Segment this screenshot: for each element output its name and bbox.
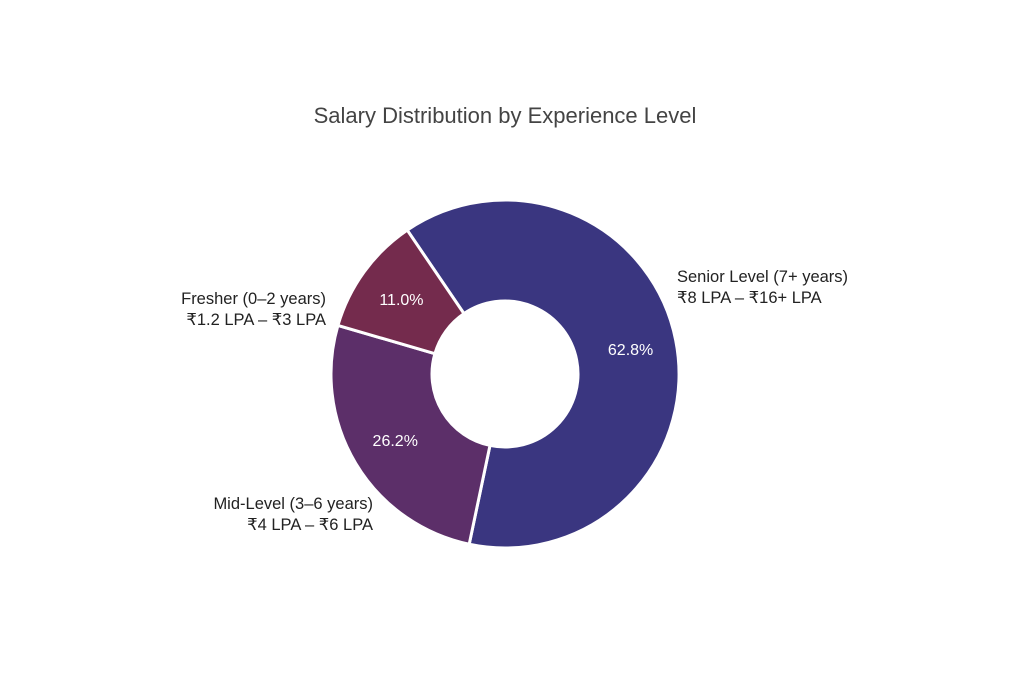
labels-group: 62.8% Senior Level (7+ years) ₹8 LPA – ₹16…	[181, 268, 848, 534]
percent-label-senior-level: 62.8%	[608, 342, 653, 359]
slice-fresher	[336, 228, 466, 356]
category-label-mid-level: Mid-Level (3–6 years)	[213, 495, 373, 513]
slice-mid-level	[329, 323, 492, 546]
range-label-senior-level: ₹8 LPA – ₹16+ LPA	[677, 289, 822, 307]
range-label-fresher: ₹1.2 LPA – ₹3 LPA	[186, 311, 326, 329]
slice-senior-level	[405, 198, 681, 550]
percent-label-fresher: 11.0%	[379, 292, 423, 309]
category-label-senior-level: Senior Level (7+ years)	[677, 268, 848, 286]
slices-group	[329, 198, 681, 550]
percent-label-mid-level: 26.2%	[373, 433, 418, 450]
category-label-fresher: Fresher (0–2 years)	[181, 290, 326, 308]
range-label-mid-level: ₹4 LPA – ₹6 LPA	[247, 516, 373, 534]
chart-title: Salary Distribution by Experience Level	[314, 103, 697, 128]
